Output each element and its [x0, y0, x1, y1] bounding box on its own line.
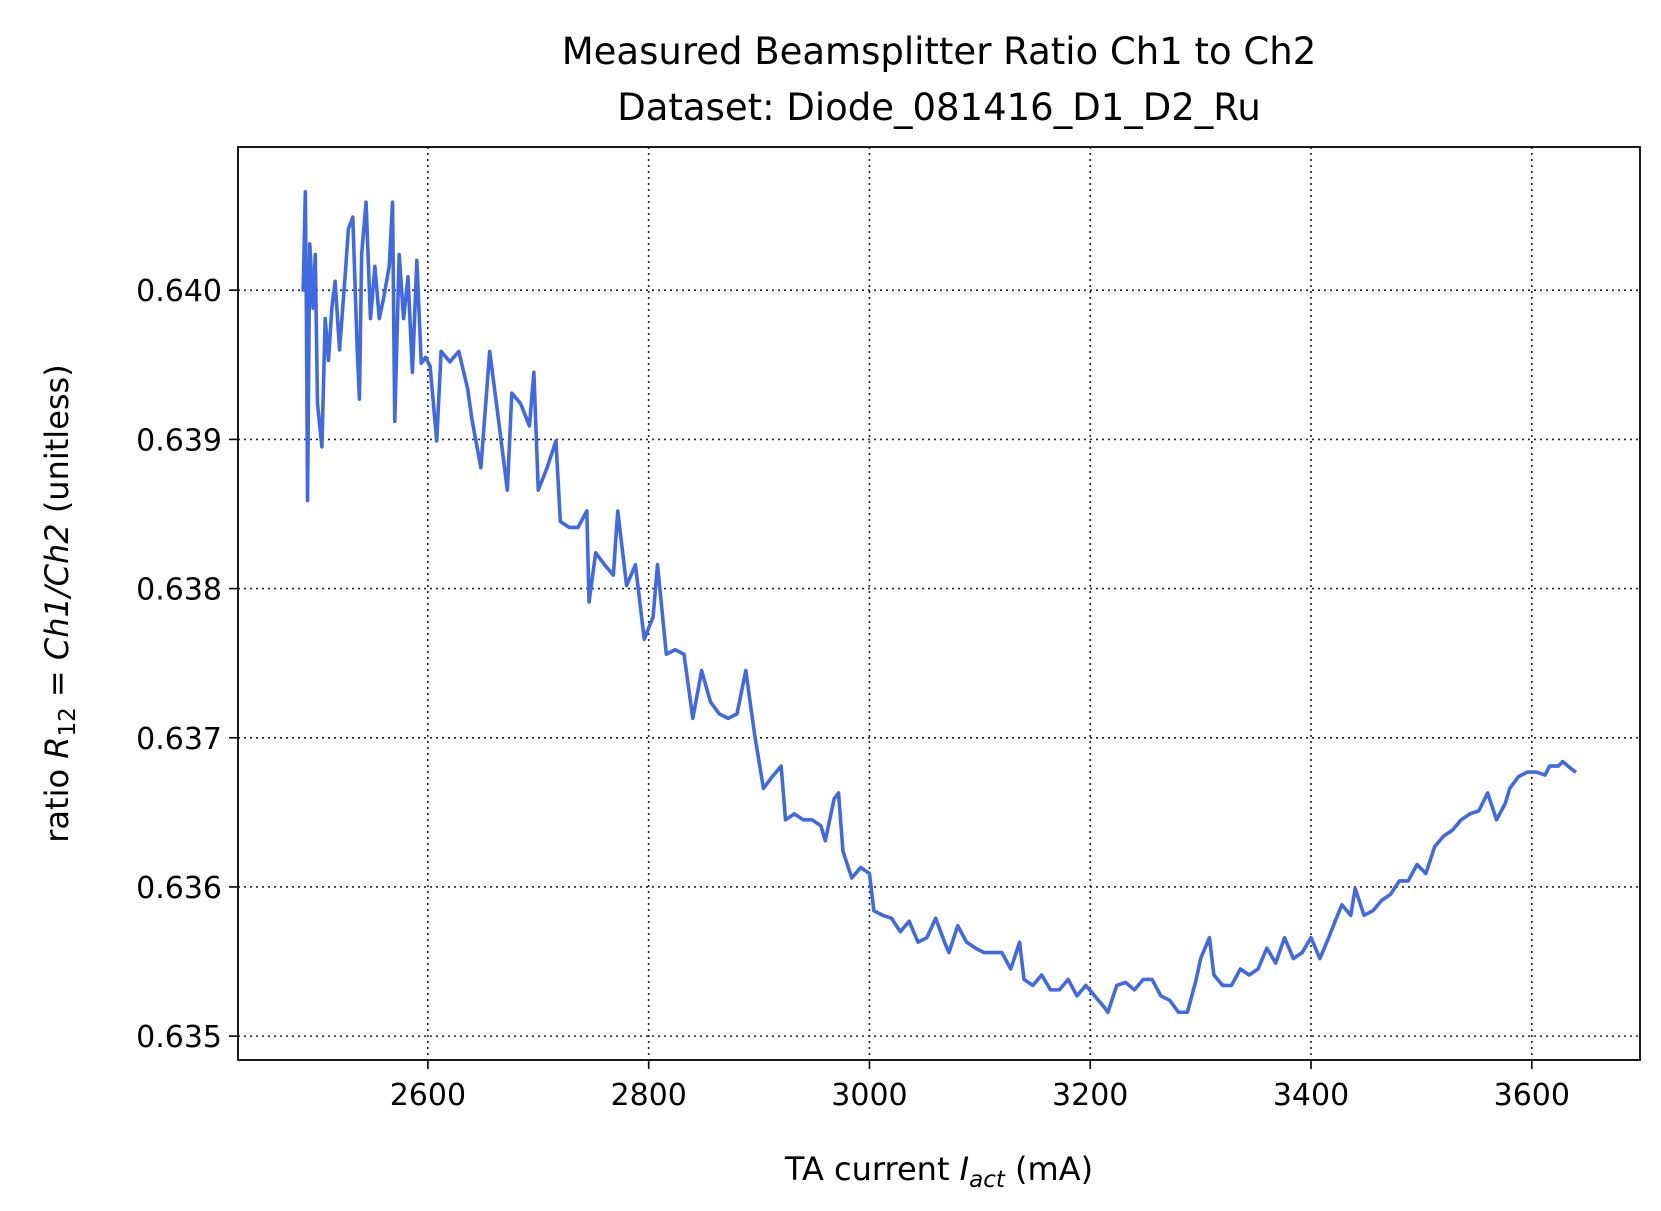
ylabel-part: R: [38, 737, 76, 759]
ylabel-part: (unitless): [38, 364, 76, 523]
x-tick-label: 3200: [1052, 1078, 1128, 1113]
chart-title: Measured Beamsplitter Ratio Ch1 to Ch2: [562, 30, 1317, 73]
xlabel-part: act: [969, 1167, 1006, 1193]
xlabel-part: I: [960, 1150, 969, 1188]
x-tick-label: 3400: [1273, 1078, 1349, 1113]
x-tick-label: 3000: [831, 1078, 907, 1113]
ylabel: ratio R12 = Ch1/Ch2 (unitless): [38, 364, 81, 842]
y-tick-label: 0.636: [136, 871, 222, 906]
ylabel-part: 12: [55, 707, 81, 736]
y-tick-label: 0.637: [136, 722, 222, 757]
y-tick-label: 0.640: [136, 274, 222, 309]
y-tick-label: 0.635: [136, 1020, 222, 1055]
data-line: [301, 189, 1577, 1015]
xlabel-part: TA current: [784, 1150, 960, 1188]
xlabel-part: (mA): [1005, 1150, 1093, 1188]
ylabel-part: Ch1/Ch2: [38, 523, 76, 660]
ylabel-part: =: [38, 660, 76, 707]
ylabel-part: ratio: [38, 759, 76, 843]
plot-frame: [237, 146, 1641, 1061]
chart-subtitle: Dataset: Diode_081416_D1_D2_Ru: [617, 86, 1261, 129]
xlabel: TA current Iact (mA): [784, 1150, 1093, 1193]
x-tick-label: 2600: [390, 1078, 466, 1113]
y-tick-label: 0.638: [136, 573, 222, 608]
x-tick-label: 2800: [610, 1078, 686, 1113]
y-tick-label: 0.639: [136, 423, 222, 458]
x-tick-label: 3600: [1494, 1078, 1570, 1113]
